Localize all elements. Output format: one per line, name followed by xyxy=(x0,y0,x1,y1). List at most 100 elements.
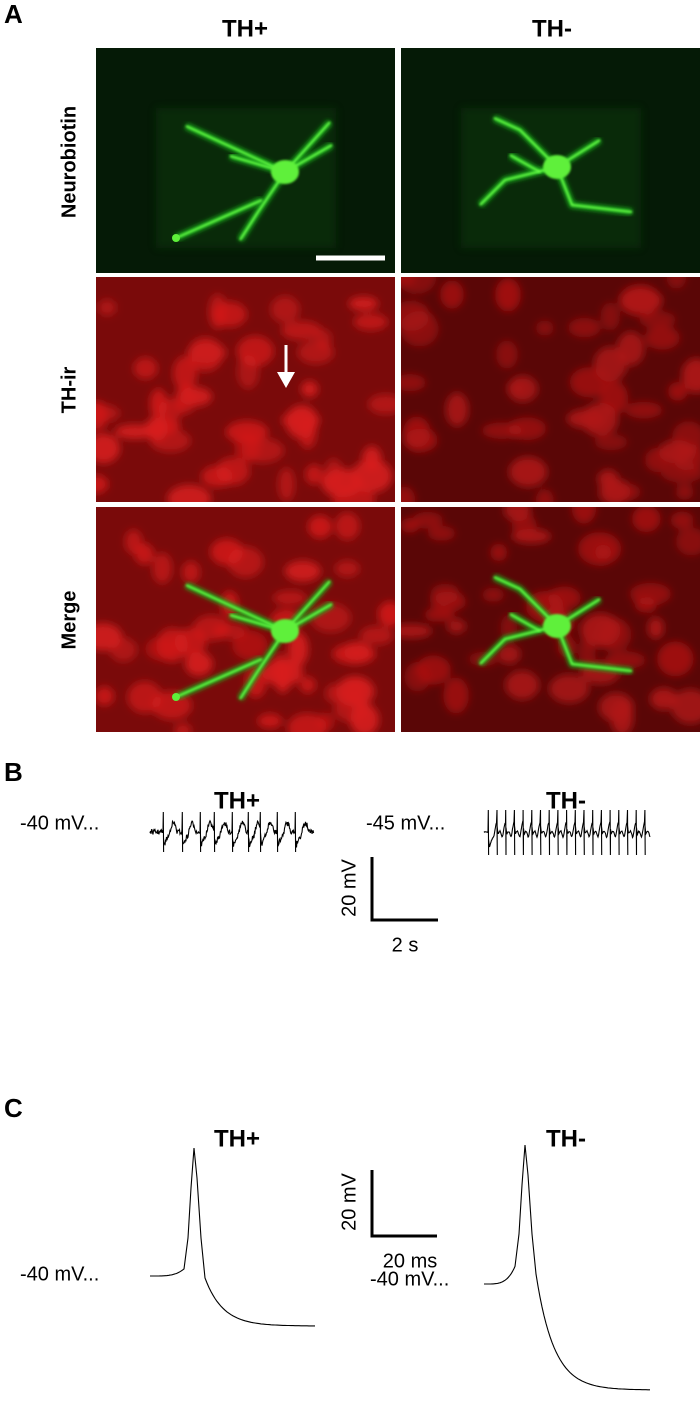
scale-bar xyxy=(370,1170,437,1238)
neurite xyxy=(175,199,263,239)
cell xyxy=(96,474,109,494)
cell xyxy=(681,358,700,394)
cell xyxy=(301,380,318,398)
cell xyxy=(181,561,200,584)
micrograph xyxy=(96,48,395,273)
cell xyxy=(415,655,451,685)
cell xyxy=(133,357,158,380)
panel-label: C xyxy=(4,1093,23,1123)
cell xyxy=(668,382,688,401)
neurite xyxy=(185,584,286,632)
cell xyxy=(308,515,333,539)
panel-label: B xyxy=(4,757,23,787)
cell xyxy=(599,380,628,415)
cell xyxy=(496,340,518,369)
cell xyxy=(639,311,676,329)
cell xyxy=(497,644,521,664)
cell xyxy=(490,543,508,562)
neuron xyxy=(172,119,334,242)
trace-title: TH- xyxy=(546,1125,586,1152)
cell xyxy=(305,464,323,485)
cell xyxy=(368,394,395,415)
cell xyxy=(127,681,162,714)
cell xyxy=(482,587,504,602)
cell xyxy=(412,511,443,529)
column-header: TH- xyxy=(532,15,572,42)
cell xyxy=(232,630,268,660)
cell xyxy=(174,628,207,657)
cell xyxy=(403,428,438,453)
cell xyxy=(660,462,700,483)
cell xyxy=(285,404,318,439)
cell xyxy=(650,687,678,710)
micrograph xyxy=(401,507,700,732)
cell xyxy=(210,538,244,566)
neurite xyxy=(493,117,558,168)
cell xyxy=(184,651,213,676)
action-potential xyxy=(150,1147,315,1327)
cell xyxy=(401,486,416,502)
cell xyxy=(670,689,700,724)
cell xyxy=(334,512,360,540)
cell xyxy=(96,686,115,706)
neurite xyxy=(556,625,633,672)
row-label: TH-ir xyxy=(58,366,80,413)
cell xyxy=(481,422,523,439)
cell xyxy=(599,478,631,502)
cell xyxy=(505,670,540,700)
cell xyxy=(620,288,663,314)
neurite xyxy=(185,125,286,173)
micrographs xyxy=(96,48,700,732)
cells xyxy=(401,277,700,502)
micrograph xyxy=(401,48,700,273)
voltage-trace xyxy=(149,811,315,853)
cell xyxy=(440,280,464,309)
cell xyxy=(96,433,120,464)
cell xyxy=(443,677,469,714)
neurite xyxy=(509,154,541,173)
neuron xyxy=(477,574,633,674)
neurite xyxy=(175,658,263,698)
haze xyxy=(461,108,641,248)
soma xyxy=(543,155,571,179)
cell xyxy=(245,665,267,698)
cell xyxy=(201,465,233,488)
cell xyxy=(670,511,694,530)
traces xyxy=(149,809,651,1391)
cell xyxy=(124,529,143,555)
neurite xyxy=(556,166,633,213)
cell xyxy=(625,401,663,419)
cell xyxy=(325,683,343,704)
cell xyxy=(571,507,597,524)
cell xyxy=(284,560,321,582)
cell xyxy=(430,583,460,604)
cell xyxy=(401,300,430,332)
cell xyxy=(549,674,590,704)
trace-title: TH+ xyxy=(214,1125,260,1152)
cell xyxy=(187,337,223,372)
scale-label: 2 s xyxy=(392,934,419,956)
baseline-label: -40 mV... xyxy=(20,1263,99,1285)
soma xyxy=(543,614,571,638)
haze xyxy=(156,108,336,248)
micrograph xyxy=(96,507,395,732)
cell xyxy=(174,383,197,414)
cell xyxy=(401,623,433,639)
action-potential xyxy=(484,1144,650,1391)
cell xyxy=(237,354,259,389)
cell xyxy=(174,722,192,732)
cell xyxy=(401,277,437,294)
row-label: Merge xyxy=(58,591,80,650)
neurite xyxy=(239,630,286,700)
cell xyxy=(644,447,670,473)
cell xyxy=(495,278,521,312)
cell xyxy=(348,296,379,311)
arrow-head xyxy=(277,372,295,388)
cell xyxy=(316,712,335,731)
cell xyxy=(401,374,426,392)
cell xyxy=(567,409,606,429)
cell xyxy=(629,582,672,606)
scale-label: 20 mV xyxy=(338,858,360,916)
cell xyxy=(595,544,612,560)
